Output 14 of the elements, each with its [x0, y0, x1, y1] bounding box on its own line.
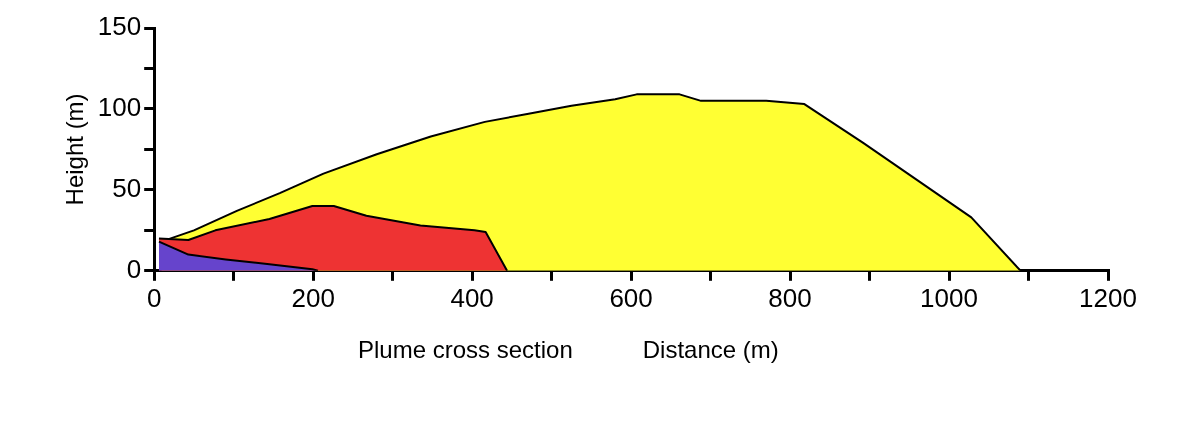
y-axis-title: Height (m) — [61, 93, 89, 206]
x-tick-label: 400 — [450, 282, 494, 313]
x-tick-label: 0 — [146, 282, 162, 313]
y-tick-label: 0 — [126, 253, 142, 284]
y-tick-label: 50 — [112, 173, 142, 204]
y-tick-label: 150 — [97, 11, 142, 42]
text: Plume cross section — [358, 336, 573, 364]
x-tick-label: 600 — [609, 282, 653, 313]
x-axis-title: Distance (m) — [642, 336, 779, 364]
x-tick-label: 800 — [768, 282, 812, 313]
x-tick-label: 1200 — [1079, 282, 1137, 313]
x-tick-label: 1000 — [920, 282, 978, 313]
x-tick-label: 200 — [291, 282, 335, 313]
y-tick-label: 100 — [97, 92, 142, 123]
